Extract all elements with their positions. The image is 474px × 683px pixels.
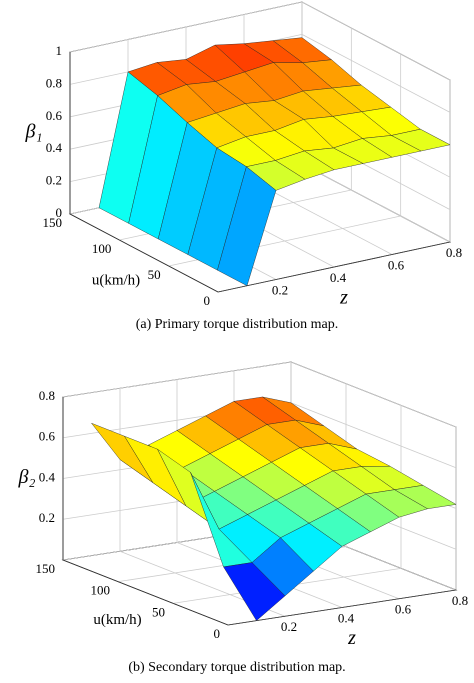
x-tick-label: 0.8	[446, 245, 462, 260]
z-tick-label: 0.6	[39, 429, 56, 444]
x-tick-label: 0.6	[395, 602, 412, 617]
x-tick-label: 0.8	[452, 593, 468, 608]
x-tick-label: 0.4	[330, 270, 347, 285]
x-axis	[217, 241, 451, 293]
z-tick-label: 0.8	[39, 388, 55, 403]
grid-line	[301, 163, 451, 243]
u-tick-label: 50	[152, 604, 165, 619]
u-tick-label: 100	[92, 241, 112, 256]
u-tick-label: 100	[91, 583, 111, 598]
u-tick-label: 50	[148, 267, 161, 282]
z-tick-label: 0.6	[46, 108, 63, 123]
x-tick-label: 0.2	[272, 282, 288, 297]
surface-plot: 0 0.2 0.4 0.6 0.8 1 0 50 100 150 0.2 0.4 0.6 0.8 β₁ u(k…	[25, 1, 462, 332]
x-tick-label: 0.6	[388, 257, 405, 272]
caption: (a) Primary torque distribution map.	[136, 317, 339, 332]
u-tick-label: 150	[43, 215, 63, 230]
z-axis-label: β₂	[18, 466, 36, 488]
caption: (b) Secondary torque distribution map.	[128, 660, 345, 675]
u-axis	[69, 213, 219, 293]
surface-plot: 0.2 0.4 0.6 0.8 0 50 100 150 0.2 0.4 0.6 0.8 β₂ u(km/…	[18, 361, 468, 675]
grid-line	[290, 361, 457, 428]
u-axis	[62, 559, 229, 626]
u-tick-label: 0	[204, 293, 211, 308]
x-tick-label: 0.4	[338, 610, 355, 625]
grid-line	[301, 34, 451, 113]
z-axis-label: β₁	[25, 121, 43, 143]
x-axis-label: z	[347, 627, 356, 649]
grid-line	[290, 402, 457, 469]
u-axis-label: u(km/h)	[92, 272, 140, 288]
x-axis-label: z	[339, 287, 348, 309]
x-axis	[227, 589, 457, 626]
u-tick-label: 150	[36, 561, 56, 576]
u-axis-label: u(km/h)	[93, 612, 141, 628]
z-tick-label: 0.4	[39, 469, 56, 484]
u-tick-label: 0	[214, 626, 221, 641]
z-tick-label: 0.2	[46, 173, 62, 188]
z-tick-label: 0	[56, 205, 63, 220]
z-tick-label: 0.4	[46, 140, 63, 155]
surface-cell	[217, 166, 277, 287]
z-tick-label: 0.8	[46, 75, 62, 90]
z-tick-label: 1	[56, 43, 63, 58]
x-tick-label: 0.2	[281, 619, 297, 634]
grid-line	[301, 1, 451, 81]
z-tick-label: 0.2	[39, 510, 55, 525]
surface-cell	[223, 562, 286, 621]
